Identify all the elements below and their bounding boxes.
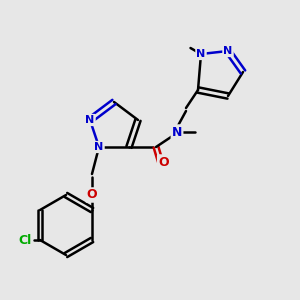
- Text: N: N: [85, 115, 94, 125]
- Text: N: N: [224, 46, 232, 56]
- Text: O: O: [158, 155, 169, 169]
- Text: Cl: Cl: [18, 233, 32, 247]
- Text: N: N: [196, 49, 206, 59]
- Text: O: O: [87, 188, 97, 202]
- Text: N: N: [172, 125, 182, 139]
- Text: N: N: [94, 142, 103, 152]
